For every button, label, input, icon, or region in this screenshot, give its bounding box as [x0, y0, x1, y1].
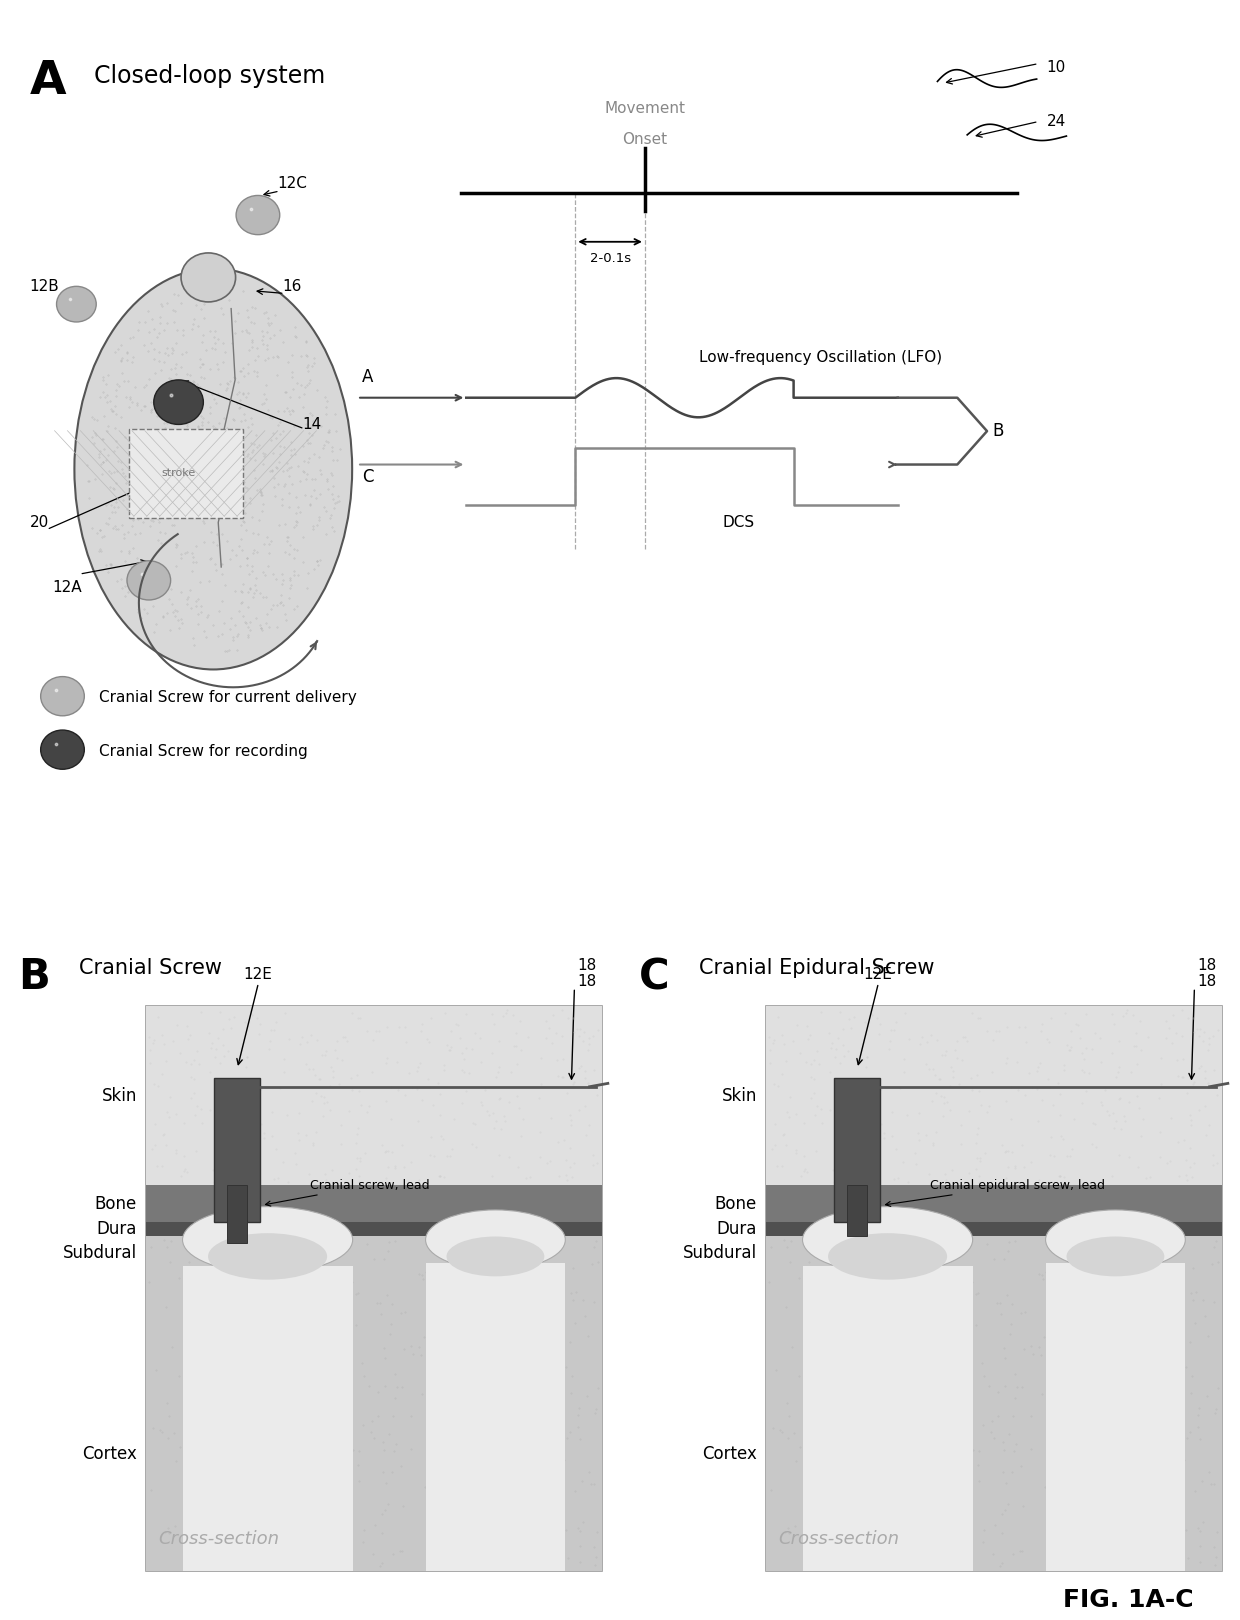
Text: 2-0.1s: 2-0.1s — [589, 253, 631, 266]
Ellipse shape — [802, 1207, 972, 1273]
Text: B: B — [19, 956, 51, 998]
Text: Cortex: Cortex — [702, 1445, 756, 1463]
Ellipse shape — [828, 1233, 947, 1280]
Bar — [766, 1186, 1221, 1221]
Text: DCS: DCS — [723, 515, 755, 530]
Text: Onset: Onset — [622, 131, 667, 147]
Text: Cranial Screw: Cranial Screw — [79, 957, 222, 978]
Ellipse shape — [208, 1233, 327, 1280]
Bar — [146, 1236, 601, 1571]
Text: 10: 10 — [1047, 60, 1066, 76]
Text: Bone: Bone — [94, 1196, 136, 1213]
Ellipse shape — [41, 677, 84, 716]
Text: 12E: 12E — [863, 967, 892, 982]
Text: Dura: Dura — [717, 1220, 756, 1238]
Text: A: A — [30, 60, 67, 104]
Text: 20: 20 — [30, 515, 50, 530]
Text: 18: 18 — [1198, 974, 1216, 990]
Text: Skin: Skin — [102, 1087, 136, 1105]
Bar — [766, 1236, 1221, 1571]
Ellipse shape — [154, 379, 203, 424]
Text: Cortex: Cortex — [82, 1445, 136, 1463]
Text: Cranial Screw for recording: Cranial Screw for recording — [99, 744, 308, 758]
Text: Cranial epidural screw, lead: Cranial epidural screw, lead — [885, 1179, 1105, 1207]
Text: 24: 24 — [1047, 113, 1066, 130]
Ellipse shape — [41, 731, 84, 770]
Text: Subdural: Subdural — [683, 1244, 756, 1262]
Bar — [835, 1077, 880, 1221]
Text: Cross-section: Cross-section — [779, 1529, 899, 1549]
Text: Dura: Dura — [97, 1220, 136, 1238]
Text: 12C: 12C — [278, 177, 308, 191]
Bar — [146, 1006, 601, 1186]
Bar — [766, 1006, 1221, 1571]
Text: FIG. 1A-C: FIG. 1A-C — [1063, 1588, 1194, 1612]
Bar — [847, 1186, 867, 1236]
Bar — [182, 1267, 352, 1571]
Text: 16: 16 — [283, 279, 303, 293]
Ellipse shape — [446, 1236, 544, 1277]
Bar — [227, 1186, 247, 1243]
Text: Movement: Movement — [604, 100, 686, 115]
Text: 12A: 12A — [52, 580, 82, 595]
Text: Closed-loop system: Closed-loop system — [94, 63, 325, 87]
Text: Bone: Bone — [714, 1196, 756, 1213]
Text: Cranial screw, lead: Cranial screw, lead — [265, 1179, 430, 1207]
Text: stroke: stroke — [161, 468, 196, 478]
Ellipse shape — [181, 253, 236, 301]
Text: C: C — [639, 956, 670, 998]
Bar — [766, 1006, 1221, 1186]
Text: 18: 18 — [578, 974, 596, 990]
Ellipse shape — [126, 561, 171, 599]
Text: 12B: 12B — [30, 279, 60, 293]
Ellipse shape — [1066, 1236, 1164, 1277]
Text: A: A — [362, 368, 373, 386]
Text: 18: 18 — [578, 957, 596, 974]
Bar — [146, 1221, 601, 1236]
Text: Low-frequency Oscillation (LFO): Low-frequency Oscillation (LFO) — [699, 350, 942, 364]
Bar — [766, 1221, 1221, 1236]
Bar — [146, 1006, 601, 1571]
Ellipse shape — [74, 269, 352, 669]
Text: 12E: 12E — [243, 967, 272, 982]
Text: B: B — [992, 423, 1003, 441]
Text: Subdural: Subdural — [63, 1244, 136, 1262]
Text: 18: 18 — [1198, 957, 1216, 974]
Text: Cranial Screw for current delivery: Cranial Screw for current delivery — [99, 690, 357, 705]
Bar — [425, 1264, 565, 1571]
Text: Cranial Epidural Screw: Cranial Epidural Screw — [699, 957, 935, 978]
Text: C: C — [362, 468, 373, 486]
Bar — [1045, 1264, 1185, 1571]
Text: Skin: Skin — [722, 1087, 756, 1105]
Bar — [215, 1077, 260, 1221]
Ellipse shape — [57, 287, 97, 322]
Bar — [146, 1186, 601, 1221]
Bar — [802, 1267, 972, 1571]
Ellipse shape — [182, 1207, 352, 1273]
Text: 14: 14 — [303, 416, 322, 433]
Text: Cross-section: Cross-section — [159, 1529, 279, 1549]
Ellipse shape — [425, 1210, 565, 1270]
Ellipse shape — [236, 196, 280, 235]
Ellipse shape — [1045, 1210, 1185, 1270]
Bar — [129, 429, 243, 518]
